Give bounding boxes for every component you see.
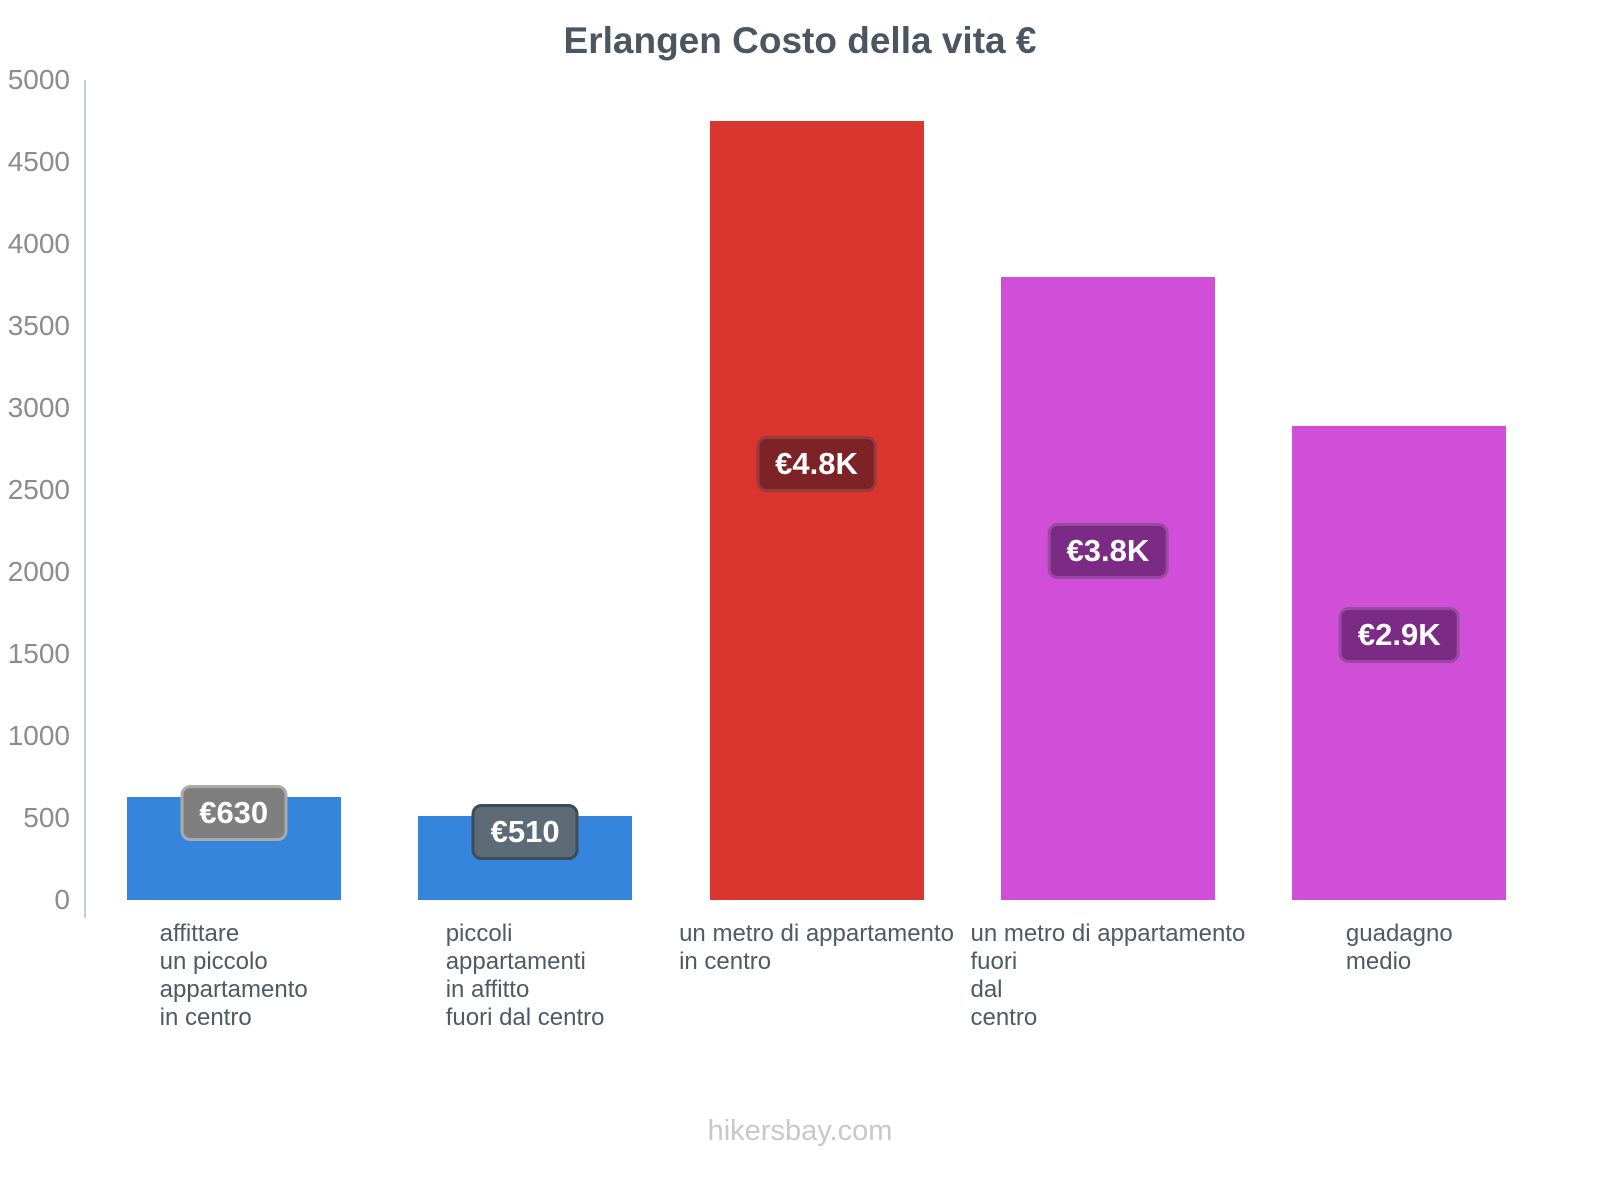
y-tick-label: 500 [23,802,70,833]
bar-value-badge: €510 [471,804,579,861]
chart-title: Erlangen Costo della vita € [563,20,1037,61]
bar-value-badge: €4.8K [756,435,877,492]
x-category-label: piccoli appartamenti in affitto fuori dal c… [445,920,605,1031]
y-tick-label: 2000 [7,556,70,587]
x-category-label: un metro di appartamento fuori dal centro [970,920,1246,1031]
bar-2 [709,121,924,900]
bar-4 [1292,426,1507,900]
x-category-label: guadagno medio [1345,920,1453,975]
y-tick-label: 5000 [7,64,70,95]
y-tick-label: 1500 [7,638,70,669]
x-category-label: un metro di appartamento in centro [679,920,954,975]
y-axis-line [84,80,86,918]
y-tick-label: 1000 [7,720,70,751]
y-tick-label: 2500 [7,474,70,505]
y-tick-label: 4500 [7,146,70,177]
watermark-text: hikersbay.com [707,1115,893,1147]
x-category-label: affittare un piccolo appartamento in centro [159,920,308,1031]
bar-value-badge: €630 [180,784,288,841]
bar-value-badge: €3.8K [1047,523,1169,579]
y-tick-label: 3000 [7,392,70,423]
bar-value-badge: €2.9K [1338,606,1460,663]
y-tick-label: 4000 [7,228,70,259]
bar-3 [1000,276,1215,900]
y-tick-label: 0 [54,884,70,915]
y-tick-label: 3500 [7,310,70,341]
